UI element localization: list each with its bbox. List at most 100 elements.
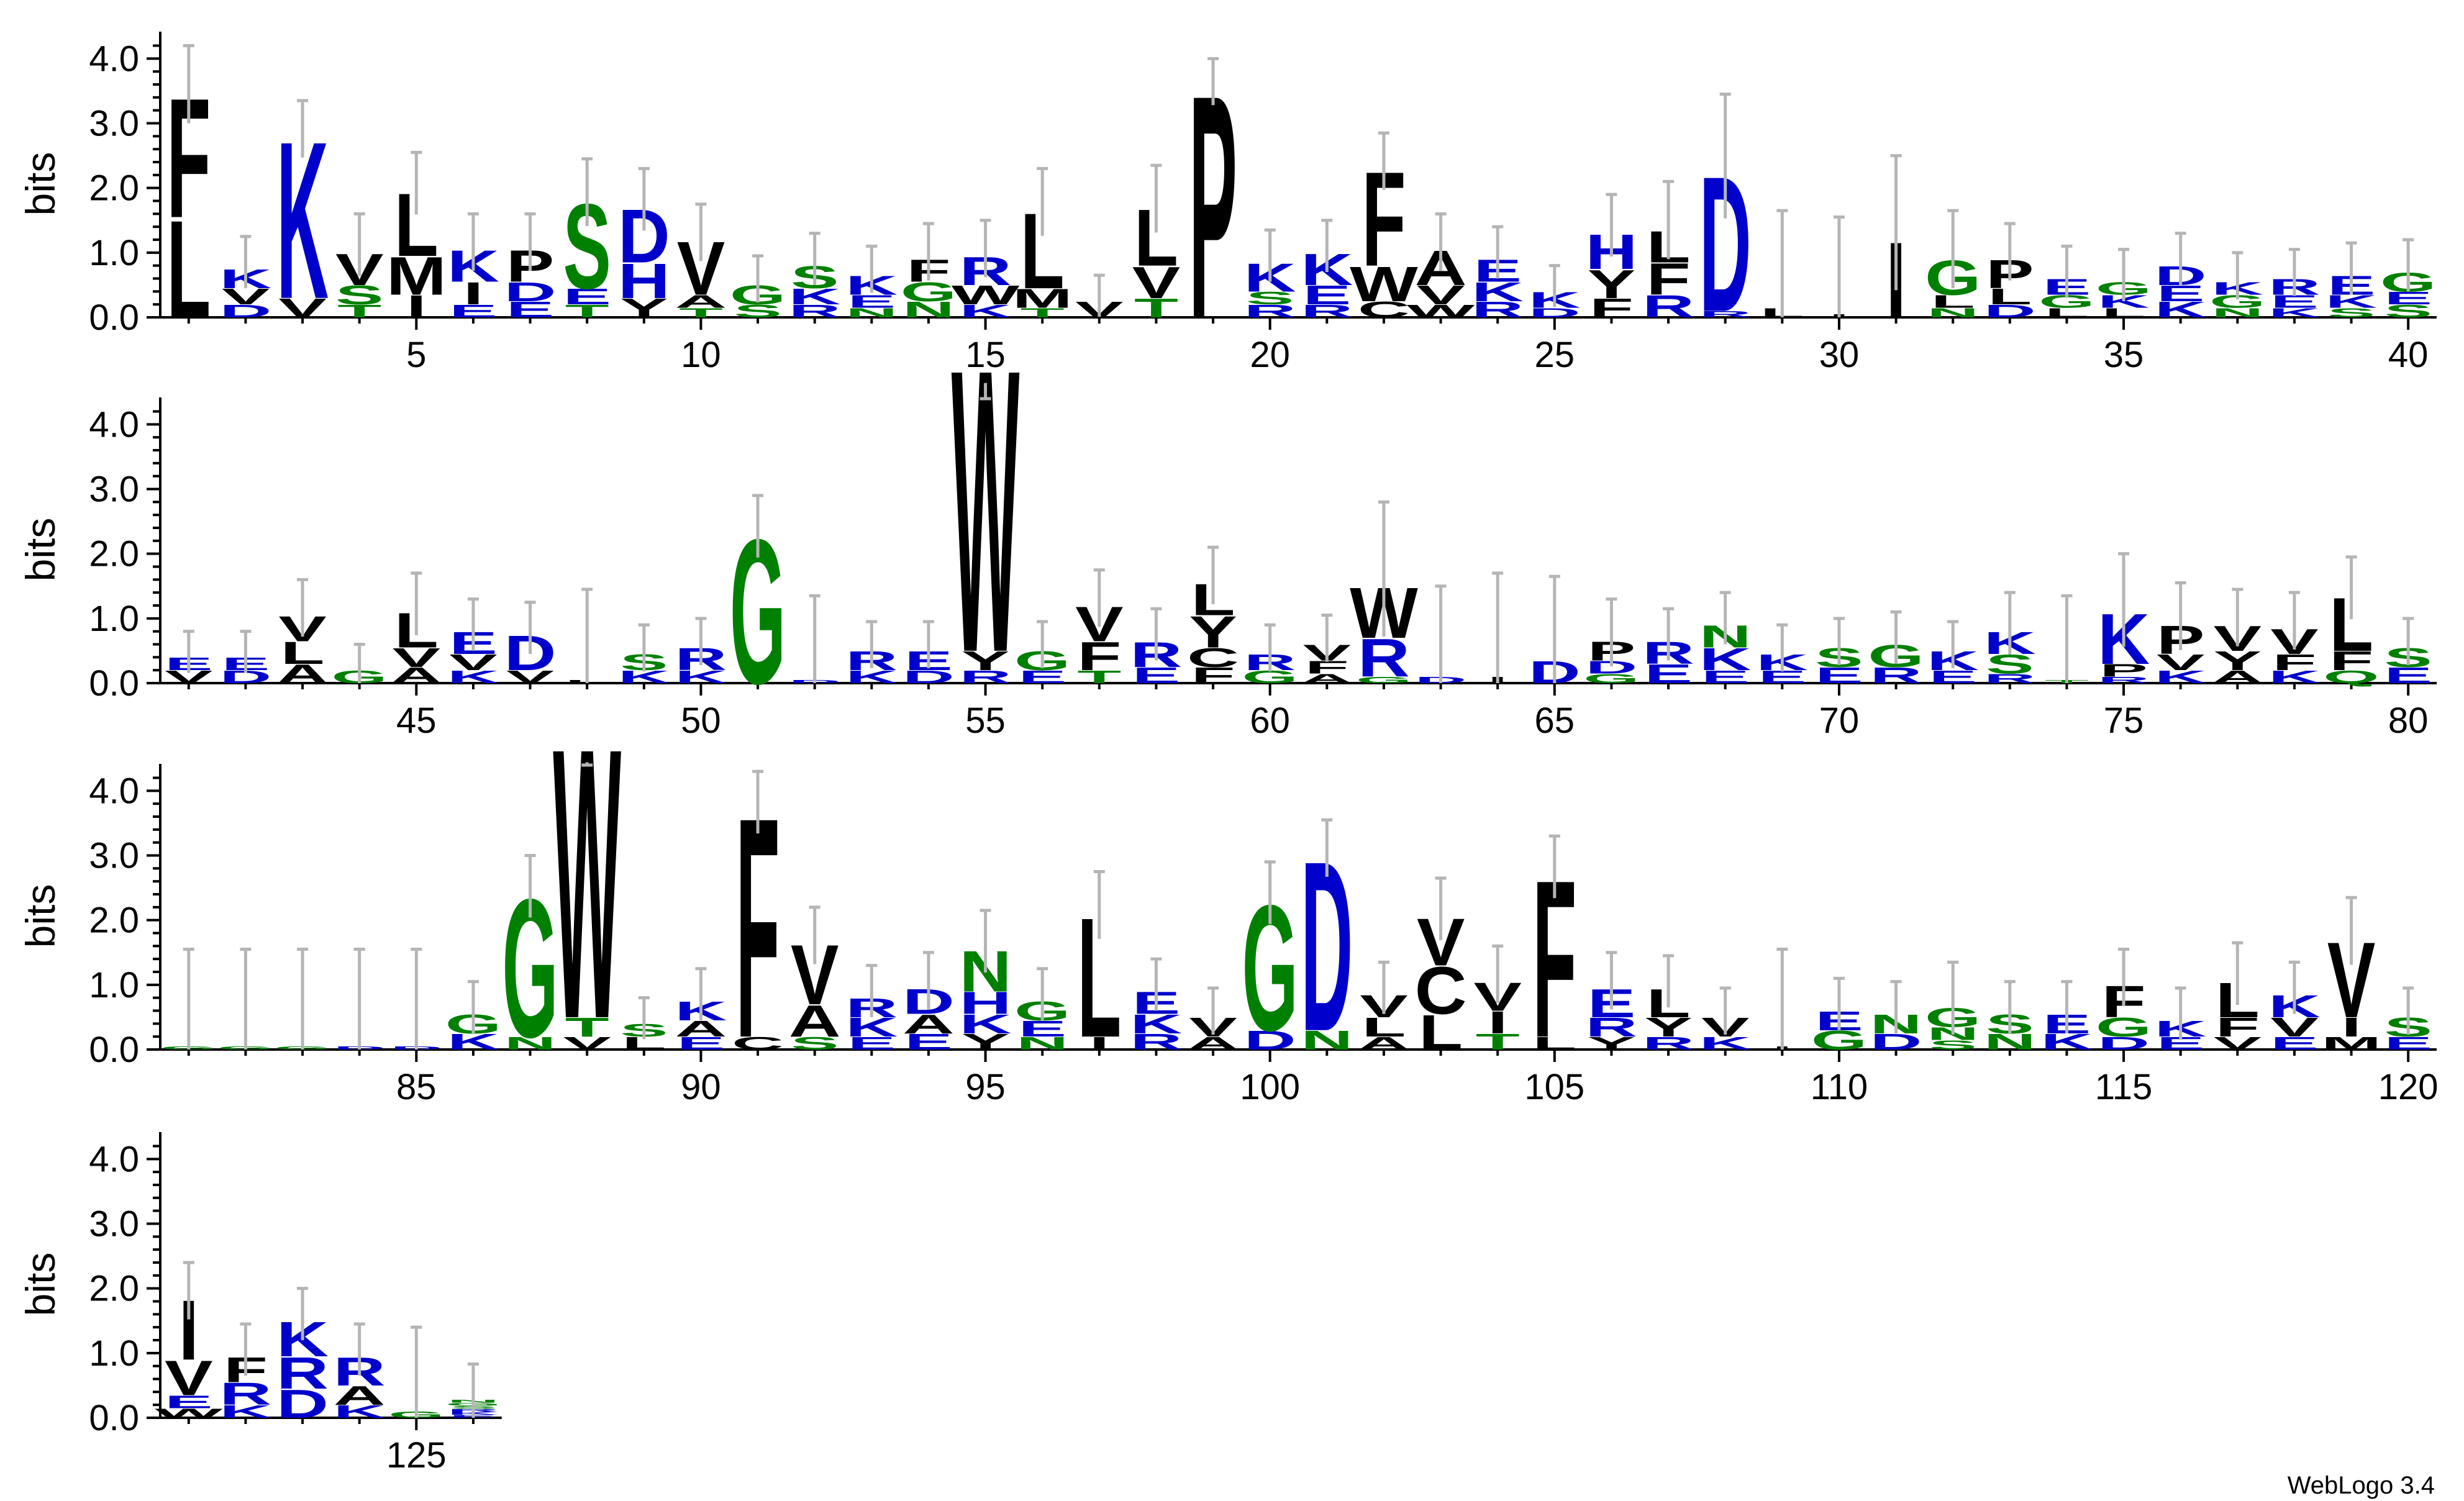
residue-V-pos-47: V (506, 667, 554, 687)
residue-T-pos-8: T (565, 301, 609, 321)
y-axis-title: bits (17, 1253, 63, 1317)
residue-R-pos-98: R (1130, 1030, 1183, 1054)
residue-N-pos-37: N (2211, 305, 2263, 320)
residue-E-pos-68: E (1701, 667, 1749, 687)
residue-A-pos-10: A (675, 291, 727, 311)
residue-I-pos-5: I (406, 289, 426, 324)
residue-V-pos-23: V (1417, 280, 1465, 311)
residue-A-pos-124: A (334, 1381, 386, 1411)
residue-A-pos-77: A (2211, 667, 2263, 687)
x-tick-label: 90 (681, 1067, 721, 1107)
residue-K-pos-50: K (675, 667, 727, 687)
residue-L-pos-105: L (1532, 1033, 1576, 1053)
residue-K-pos-24: K (1471, 277, 1524, 307)
residue-L-pos-32: L (1931, 291, 1975, 311)
residue-P-pos-75: P (2099, 660, 2147, 680)
residue-Y-pos-9: Y (620, 293, 668, 324)
y-tick-label: 0.0 (89, 1398, 139, 1438)
residue-E-pos-6: E (449, 301, 497, 321)
y-tick-label: 0.0 (89, 297, 139, 338)
residue-T-pos-10: T (679, 305, 723, 320)
y-tick-label: 4.0 (89, 404, 139, 445)
residue-M-pos-16: M (1012, 283, 1073, 314)
x-tick-label: 20 (1250, 335, 1290, 375)
x-tick-label: 115 (2095, 1067, 2152, 1107)
residue-D-pos-111: D (1870, 1030, 1922, 1054)
residue-K-pos-124: K (334, 1402, 386, 1422)
residue-K-pos-86: K (447, 1030, 499, 1054)
residue-C-pos-59: C (1187, 643, 1239, 673)
residue-W-pos-121: W (155, 1405, 223, 1420)
x-tick-label: 65 (1535, 701, 1575, 741)
residue-F-pos-27: F (1647, 254, 1691, 304)
residue-F-pos-57: F (1077, 633, 1121, 679)
x-tick-label: 5 (406, 335, 426, 375)
residue-C-pos-91: C (732, 1033, 784, 1053)
residue-V-pos-117: V (2214, 1033, 2262, 1053)
residue-N-pos-96: N (1016, 1033, 1068, 1053)
residue-R-pos-73: R (1984, 671, 2036, 686)
y-tick-label: 3.0 (89, 104, 139, 144)
residue-D-pos-54: D (902, 667, 955, 687)
residue-Y-pos-106: Y (1588, 1033, 1635, 1053)
x-tick-label: 110 (1811, 1067, 1868, 1107)
residue-E-pos-13: E (848, 291, 896, 311)
logo-row-4: 0.01.02.03.04.0bitsWEVIKRFDRKKAR125GEKRS… (17, 1132, 502, 1476)
residue-E-pos-118: E (2270, 1033, 2318, 1053)
y-tick-label: 3.0 (89, 1204, 139, 1245)
residue-R-pos-55: R (960, 667, 1012, 687)
residue-K-pos-95: K (960, 1009, 1012, 1040)
residue-Y-pos-26: Y (1588, 261, 1635, 307)
residue-E-pos-94: E (904, 1030, 952, 1054)
residue-F-pos-117: F (2216, 1012, 2260, 1043)
residue-E-pos-56: E (1018, 667, 1066, 687)
residue-V-pos-45: V (393, 643, 440, 673)
residue-D-pos-123: D (276, 1381, 329, 1426)
residue-R-pos-28: R (1699, 309, 1752, 319)
residue-K-pos-98: K (1130, 1009, 1183, 1040)
y-tick-label: 1.0 (89, 1333, 139, 1374)
residue-R-pos-62: R (1358, 628, 1410, 688)
residue-G-pos-14: G (901, 277, 957, 307)
residue-W-pos-55: W (952, 286, 1021, 737)
residue-Q-pos-79: Q (2323, 667, 2379, 687)
residue-T-pos-57: T (1077, 667, 1121, 687)
residue-E-pos-8: E (563, 284, 611, 309)
residue-A-pos-92: A (789, 995, 841, 1046)
x-tick-label: 85 (396, 1067, 437, 1107)
residue-H-pos-95: H (960, 986, 1012, 1021)
x-tick-label: 125 (386, 1435, 447, 1476)
residue-K-pos-68: K (1699, 642, 1752, 677)
x-tick-label: 35 (2104, 335, 2144, 375)
residue-K-pos-122: K (219, 1402, 271, 1422)
residue-E-pos-93: E (848, 1033, 896, 1053)
y-tick-label: 4.0 (89, 39, 139, 79)
residue-Y-pos-95: Y (962, 1030, 1009, 1054)
residue-N-pos-32: N (1927, 305, 1979, 320)
x-tick-label: 80 (2388, 701, 2429, 741)
residue-S-pos-20: S (1246, 288, 1294, 308)
residue-Y-pos-59: Y (1189, 607, 1237, 657)
residue-Y-pos-77: Y (2214, 646, 2262, 676)
residue-K-pos-12: K (789, 284, 841, 309)
residue-G-pos-115: G (2096, 1012, 2152, 1043)
y-axis-title: bits (17, 884, 63, 948)
residue-N-pos-87: N (504, 1033, 557, 1053)
residue-E-pos-21: E (1303, 280, 1351, 311)
x-tick-label: 10 (681, 335, 721, 375)
residue-V-pos-3: V (278, 293, 326, 324)
residue-V-pos-2: V (222, 284, 270, 309)
residue-L-pos-33: L (1988, 284, 2032, 309)
x-tick-label: 95 (965, 1067, 1006, 1107)
residue-V-pos-88: V (563, 1033, 611, 1053)
residue-E-pos-90: E (677, 1033, 725, 1053)
residue-T-pos-104: T (1476, 1030, 1520, 1054)
y-tick-label: 1.0 (89, 599, 139, 639)
residue-R-pos-107: R (1642, 1033, 1694, 1053)
residue-L-pos-34: L (2045, 305, 2089, 320)
residue-E-pos-36: E (2157, 281, 2204, 306)
y-axis-title: bits (17, 152, 63, 216)
residue-I-pos-6: I (463, 276, 483, 311)
